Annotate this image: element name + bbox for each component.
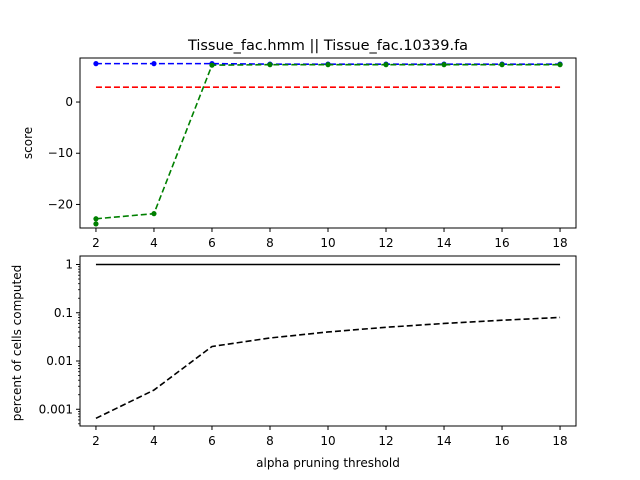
- score-y-tick-label: −10: [48, 146, 73, 160]
- score-x-tick-label: 8: [266, 236, 274, 250]
- cells-y-axis-label: percent of cells computed: [10, 265, 24, 421]
- cells-series-1-line: [95, 316, 561, 420]
- score-series-2-point: [325, 62, 331, 68]
- cells-x-axis-label: alpha pruning threshold: [256, 456, 400, 470]
- score-series-0-point: [151, 61, 157, 67]
- score-series-layer: [93, 61, 563, 227]
- cells-series-layer: [95, 263, 561, 420]
- cells-x-tick-label: 6: [208, 434, 216, 448]
- cells-computed-chart: 2 4 6 8 10 12 14 16 18 1 0.1 0.01 0.001 percent of …: [10, 255, 577, 470]
- score-y-tick-label: −20: [48, 197, 73, 211]
- score-x-tick-label: 14: [436, 236, 451, 250]
- score-x-tick-label: 12: [378, 236, 393, 250]
- cells-x-tick-label: 10: [320, 434, 335, 448]
- score-chart: Tissue_fac.hmm || Tissue_fac.10339.fa 2 4…: [21, 38, 577, 250]
- cells-x-tick-label: 2: [92, 434, 100, 448]
- cells-x-tick-label: 12: [378, 434, 393, 448]
- cells-x-tick-label: 8: [266, 434, 274, 448]
- score-x-ticks: 2 4 6 8 10 12 14 16 18: [92, 228, 568, 250]
- score-series-0-line: [95, 62, 561, 65]
- cells-x-tick-label: 16: [494, 434, 509, 448]
- cells-x-tick-label: 4: [150, 434, 158, 448]
- cells-y-tick-label: 0.001: [39, 402, 73, 416]
- score-series-2-point: [93, 216, 99, 222]
- cells-y-tick-label: 0.1: [54, 306, 73, 320]
- score-x-tick-label: 16: [494, 236, 509, 250]
- chart-title: Tissue_fac.hmm || Tissue_fac.10339.fa: [187, 38, 468, 54]
- score-series-2-point: [441, 62, 447, 68]
- cells-y-ticks: 1 0.1 0.01 0.001: [39, 257, 80, 425]
- score-series-2-point: [209, 62, 215, 68]
- score-series-2-point: [383, 62, 389, 68]
- score-x-tick-label: 2: [92, 236, 100, 250]
- score-series-2-point: [151, 211, 157, 217]
- score-y-axis-label: score: [21, 127, 35, 159]
- score-y-tick-label: 0: [65, 95, 73, 109]
- cells-y-tick-label: 1: [65, 257, 73, 271]
- score-series-2-point: [267, 62, 273, 68]
- cells-x-tick-label: 14: [436, 434, 451, 448]
- score-series-2-point: [557, 62, 563, 68]
- score-x-tick-label: 10: [320, 236, 335, 250]
- score-series-2-point: [499, 62, 505, 68]
- score-x-tick-label: 4: [150, 236, 158, 250]
- cells-x-ticks: 2 4 6 8 10 12 14 16 18: [92, 426, 568, 448]
- score-series-3-point: [93, 221, 99, 227]
- score-y-ticks: 0 −10 −20: [48, 95, 80, 211]
- score-series-0-point: [93, 61, 99, 67]
- score-x-tick-label: 18: [552, 236, 567, 250]
- score-x-tick-label: 6: [208, 236, 216, 250]
- cells-x-tick-label: 18: [552, 434, 567, 448]
- cells-y-tick-label: 0.01: [46, 354, 73, 368]
